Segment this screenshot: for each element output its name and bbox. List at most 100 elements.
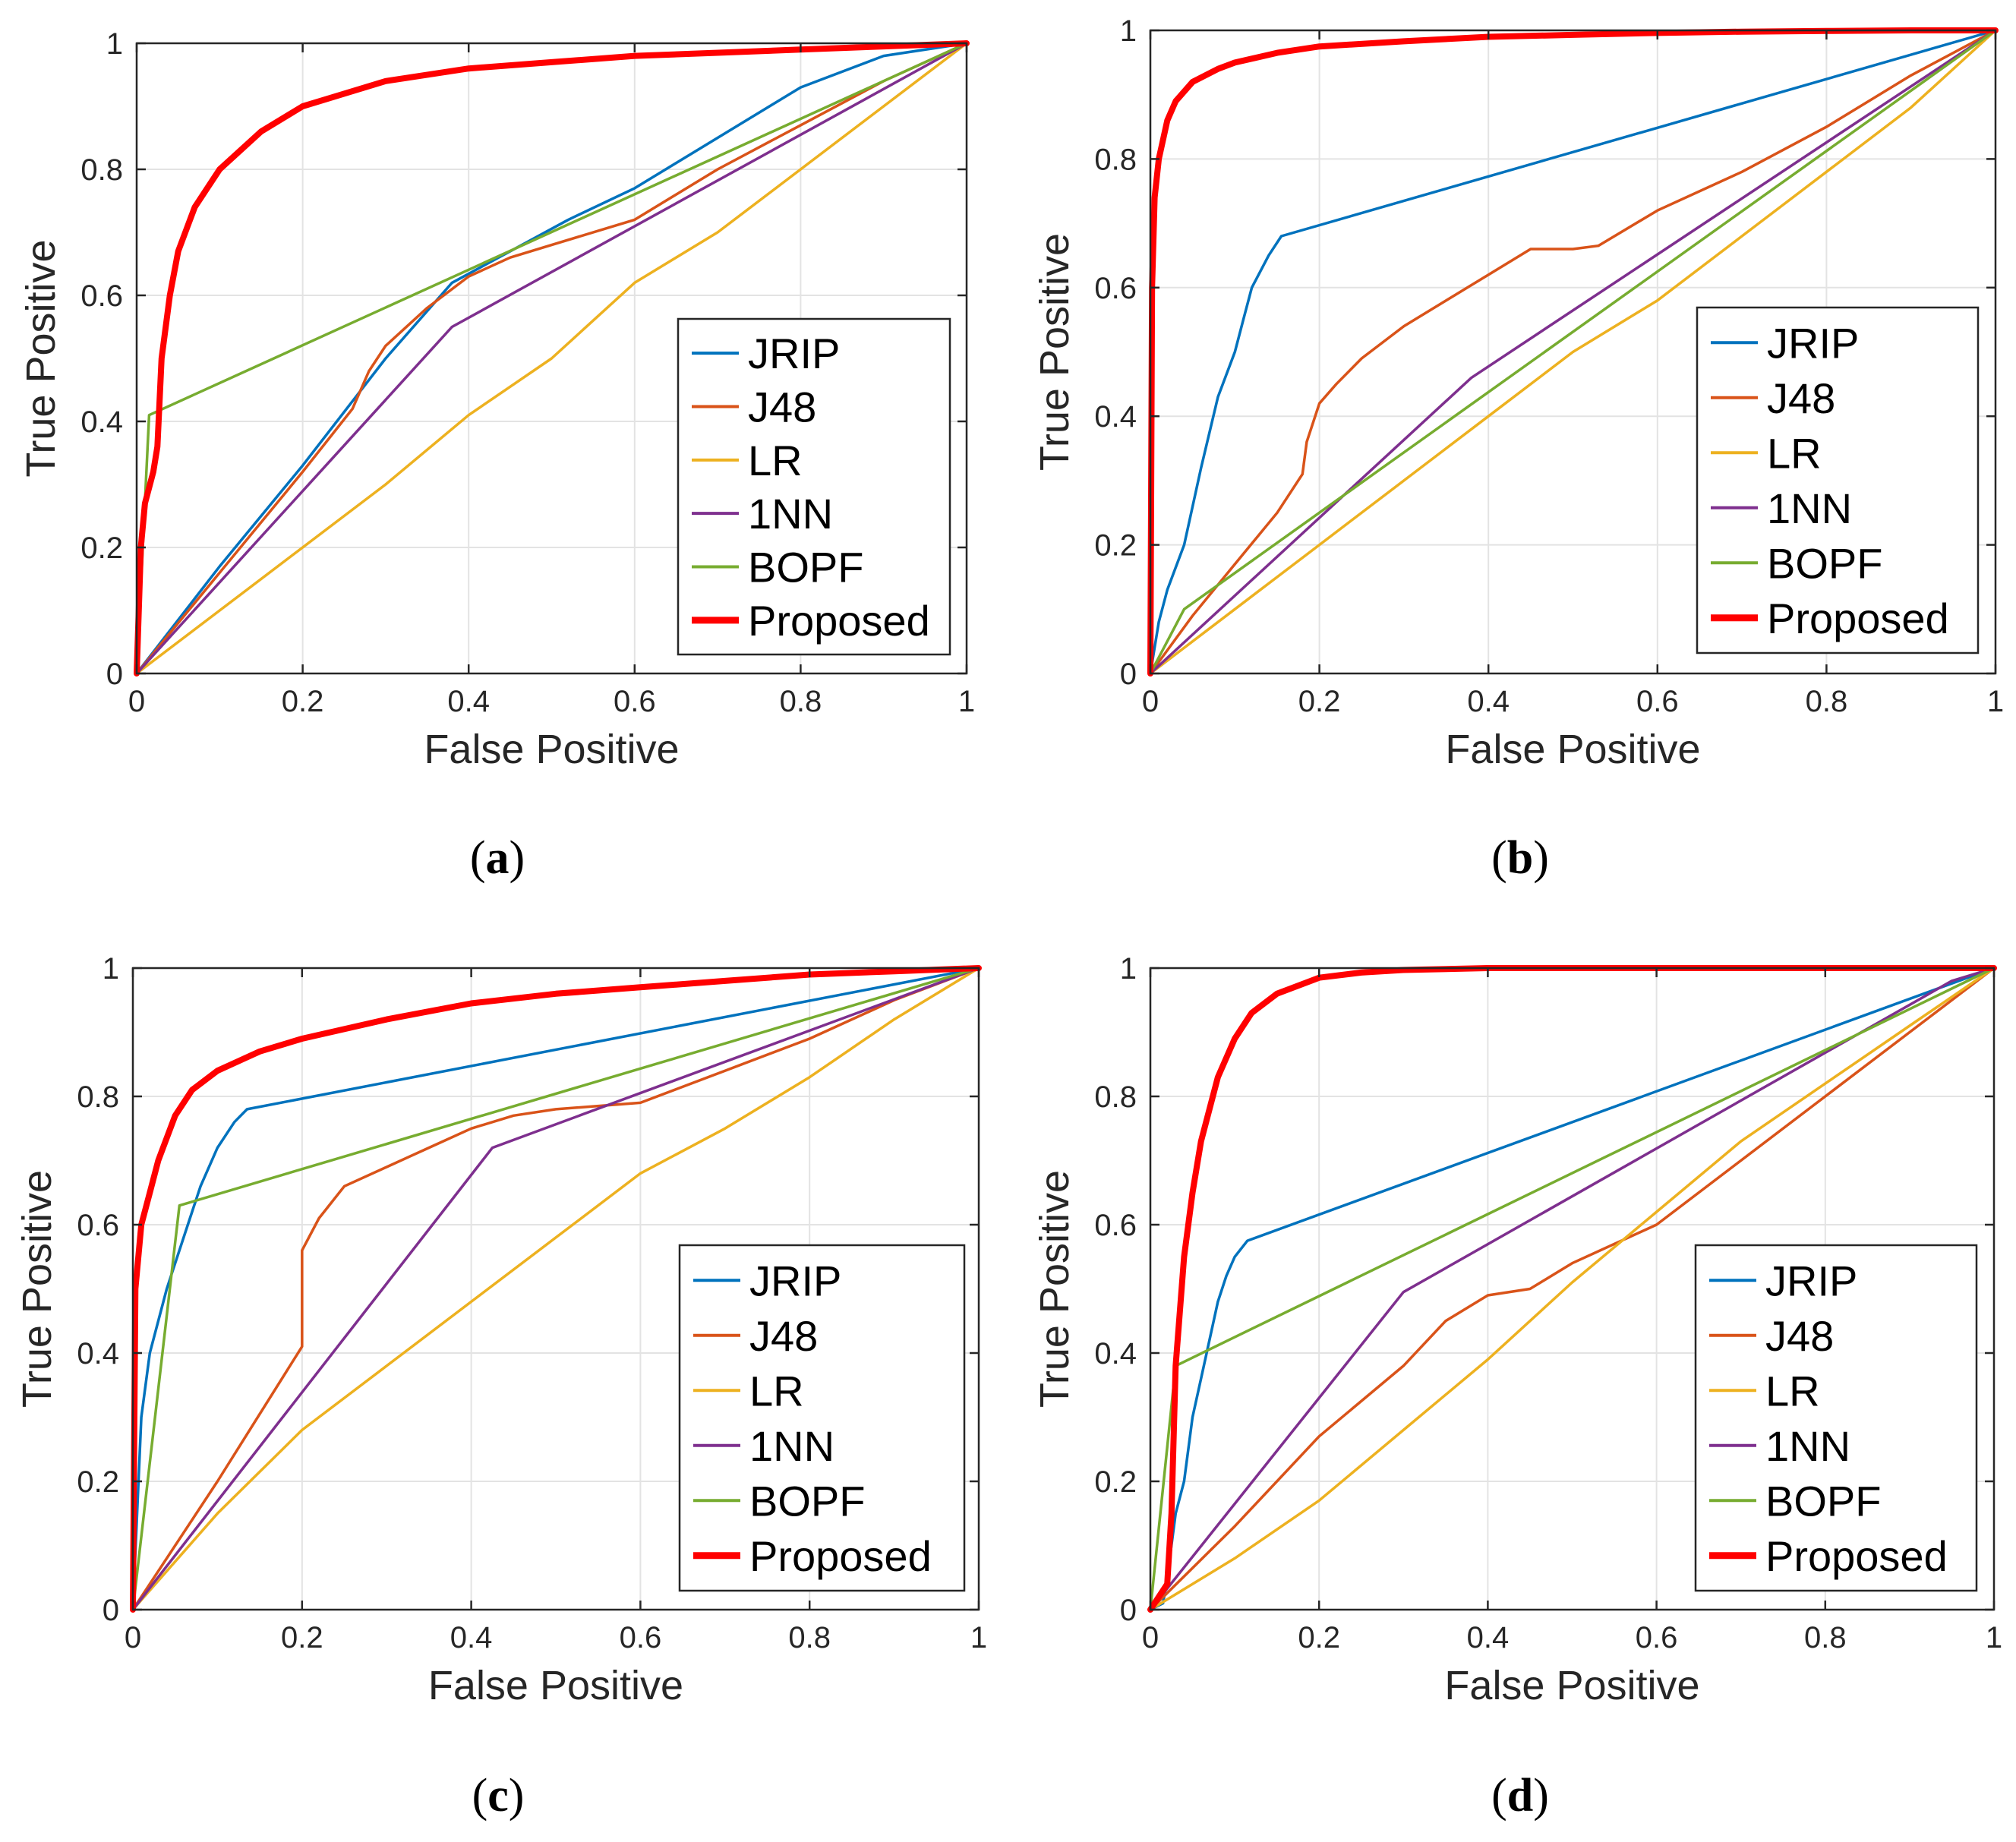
series-line-proposed (134, 40, 970, 677)
x-axis-label: False Positive (1445, 727, 1700, 772)
roc-chart-c: 0 0.2 0.4 0.6 0.8 1 0 0.2 0.4 0.6 0.8 1 False Positi… (14, 952, 987, 1821)
series-line-j48 (135, 42, 968, 675)
x-tick-label: 0.2 (1298, 1621, 1340, 1654)
legend-box (678, 1244, 966, 1592)
roc-chart-b: 0 0.2 0.4 0.6 0.8 1 0 0.2 0.4 0.6 0.8 1 False Positi… (1032, 14, 2004, 884)
series-line-lr (1149, 967, 1995, 1611)
y-tick-label: 0 (103, 1594, 119, 1627)
legend-label: JRIP (1765, 1257, 1857, 1304)
y-axis-label: True Positive (1032, 1170, 1077, 1408)
legend: JRIP J48 LR 1NN BOPF Proposed (678, 1244, 966, 1592)
y-tick-label: 1 (1120, 14, 1137, 48)
legend-label: 1NN (748, 490, 833, 538)
y-tick-label: 0.6 (80, 279, 123, 313)
y-tick-label: 0 (1120, 658, 1137, 691)
x-axis-label: False Positive (1444, 1663, 1699, 1708)
legend-box (1694, 1244, 1978, 1592)
y-tick-label: 0.2 (80, 531, 123, 565)
x-tick-label: 1 (1987, 685, 2004, 718)
axes-frame (1149, 29, 1997, 675)
y-tick-label: 0.2 (77, 1465, 119, 1499)
legend-label: J48 (1767, 374, 1835, 422)
series-line-jrip (131, 967, 980, 1611)
legend: JRIP J48 LR 1NN BOPF Proposed (1696, 306, 1980, 654)
series-line-j48 (1149, 29, 1997, 675)
legend-label: LR (1765, 1367, 1820, 1415)
y-tick-label: 0 (106, 658, 123, 691)
x-axis-label: False Positive (428, 1663, 683, 1708)
axes-frame (131, 967, 980, 1611)
legend: JRIP J48 LR 1NN BOPF Proposed (677, 317, 951, 656)
legend-label: BOPF (748, 544, 863, 591)
y-axis-label: True Positive (18, 239, 64, 477)
legend-label: JRIP (748, 330, 840, 377)
roc-chart-d: 0 0.2 0.4 0.6 0.8 1 0 0.2 0.4 0.6 0.8 1 False Positi… (1032, 952, 2002, 1821)
legend-label: LR (748, 437, 803, 484)
series-line-j48 (131, 967, 980, 1611)
x-tick-label: 0.6 (1636, 1621, 1678, 1654)
panel-caption-letter: c (487, 1770, 509, 1821)
legend-label: 1NN (1767, 484, 1852, 532)
x-tick-label: 1 (958, 685, 975, 718)
y-tick-label: 0.4 (1094, 400, 1137, 434)
x-tick-label: 0 (128, 685, 145, 718)
panel-caption: (c) (472, 1770, 525, 1821)
legend-box (1696, 306, 1980, 654)
y-tick-label: 0.8 (77, 1080, 119, 1114)
series-line-lr (1149, 29, 1997, 675)
legend-label: 1NN (749, 1422, 834, 1470)
panel-caption-letter: a (486, 832, 510, 884)
y-tick-label: 0.6 (1094, 272, 1137, 305)
x-tick-label: 0.4 (450, 1621, 493, 1654)
y-tick-label: 1 (1120, 952, 1137, 986)
y-tick-label: 1 (106, 27, 123, 61)
legend-label: J48 (748, 383, 816, 431)
y-tick-label: 0 (1120, 1594, 1137, 1627)
series-line-jrip (135, 42, 968, 675)
x-axis-label: False Positive (424, 727, 679, 772)
legend-label: J48 (749, 1312, 818, 1360)
panel-caption-letter: d (1507, 1770, 1533, 1821)
series-line-lr (131, 967, 980, 1611)
x-tick-label: 0.6 (1636, 685, 1679, 718)
series-line-1nn (1149, 967, 1995, 1611)
y-tick-label: 0.2 (1094, 529, 1137, 563)
legend-label: Proposed (1767, 595, 1949, 642)
panel-caption-letter: b (1507, 832, 1533, 884)
axes-frame (135, 42, 968, 675)
legend-label: LR (1767, 429, 1822, 477)
y-tick-label: 0.8 (1094, 1080, 1137, 1114)
x-tick-label: 1 (970, 1621, 987, 1654)
legend-label: LR (749, 1367, 804, 1415)
legend-label: BOPF (749, 1477, 865, 1525)
y-tick-label: 0.4 (1094, 1337, 1137, 1370)
series-line-j48 (1149, 967, 1995, 1611)
x-tick-label: 0.4 (1467, 685, 1510, 718)
x-tick-label: 0 (1142, 1621, 1159, 1654)
legend-label: BOPF (1765, 1477, 1881, 1525)
x-tick-label: 0.8 (1806, 685, 1848, 718)
y-tick-label: 1 (103, 952, 119, 986)
legend-label: 1NN (1765, 1422, 1850, 1470)
legend-label: JRIP (749, 1257, 841, 1304)
roc-chart-a: 0 0.2 0.4 0.6 0.8 1 0 0.2 0.4 0.6 0.8 1 False Positi… (18, 27, 975, 884)
legend-box (677, 317, 951, 656)
legend: JRIP J48 LR 1NN BOPF Proposed (1694, 1244, 1978, 1592)
y-tick-label: 0.2 (1094, 1465, 1137, 1499)
series-line-bopf (1149, 29, 1997, 675)
panel-caption: (a) (470, 832, 525, 884)
series-line-1nn (135, 42, 968, 675)
series-line-1nn (131, 967, 980, 1611)
legend-label: Proposed (748, 597, 930, 645)
x-tick-label: 0 (125, 1621, 141, 1654)
x-tick-label: 0.8 (1804, 1621, 1847, 1654)
series-line-jrip (1149, 29, 1997, 675)
panel-caption: (d) (1491, 1770, 1549, 1821)
x-tick-label: 1 (1986, 1621, 2002, 1654)
series-line-bopf (131, 967, 980, 1611)
panel-caption: (b) (1491, 832, 1549, 884)
x-tick-label: 0.6 (614, 685, 656, 718)
y-tick-label: 0.8 (1094, 143, 1137, 176)
x-tick-label: 0.4 (1467, 1621, 1510, 1654)
x-tick-label: 0.2 (281, 1621, 323, 1654)
